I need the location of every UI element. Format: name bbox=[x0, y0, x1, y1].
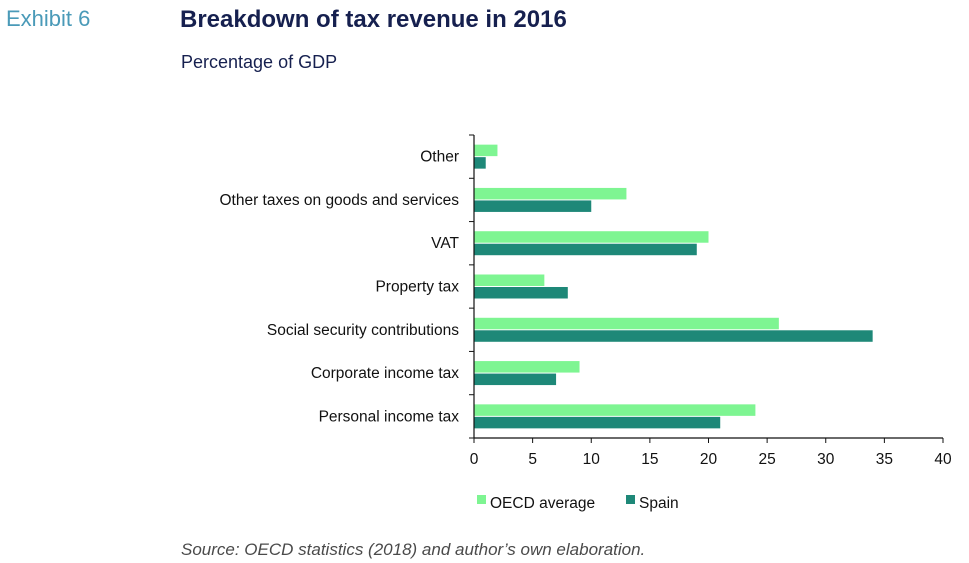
x-tick-label: 5 bbox=[528, 451, 537, 468]
bar-spain-3 bbox=[474, 287, 568, 299]
category-label: Personal income tax bbox=[319, 408, 460, 425]
category-label: Corporate income tax bbox=[311, 365, 459, 382]
x-tick-label: 10 bbox=[583, 451, 601, 468]
category-label: Social security contributions bbox=[267, 322, 459, 339]
bar-oecd-6 bbox=[474, 404, 755, 416]
bar-spain-2 bbox=[474, 244, 697, 256]
legend-label-spain: Spain bbox=[639, 495, 679, 512]
x-tick-label: 30 bbox=[817, 451, 835, 468]
bar-oecd-0 bbox=[474, 145, 497, 157]
bar-oecd-1 bbox=[474, 188, 626, 200]
bar-spain-5 bbox=[474, 374, 556, 386]
category-label: Property tax bbox=[375, 279, 459, 296]
legend-swatch-oecd bbox=[477, 495, 486, 504]
category-label: Other bbox=[420, 149, 459, 166]
x-tick-label: 20 bbox=[700, 451, 718, 468]
x-tick-label: 40 bbox=[934, 451, 952, 468]
x-tick-label: 25 bbox=[759, 451, 776, 468]
bar-spain-0 bbox=[474, 157, 486, 169]
bar-chart: Other Other taxes on goods and services VA… bbox=[0, 0, 969, 563]
bar-oecd-4 bbox=[474, 318, 779, 330]
bar-oecd-5 bbox=[474, 361, 580, 373]
bar-spain-4 bbox=[474, 330, 873, 342]
category-label: VAT bbox=[431, 235, 459, 252]
legend-swatch-spain bbox=[626, 495, 635, 504]
bar-spain-1 bbox=[474, 200, 591, 212]
x-tick-label: 35 bbox=[876, 451, 893, 468]
category-label: Other taxes on goods and services bbox=[219, 192, 459, 209]
source-note: Source: OECD statistics (2018) and autho… bbox=[181, 540, 645, 560]
x-tick-label: 15 bbox=[641, 451, 658, 468]
legend-label-oecd: OECD average bbox=[490, 495, 595, 512]
x-tick-label: 0 bbox=[470, 451, 479, 468]
bar-oecd-2 bbox=[474, 231, 709, 243]
bar-spain-6 bbox=[474, 417, 720, 429]
bar-oecd-3 bbox=[474, 275, 544, 287]
